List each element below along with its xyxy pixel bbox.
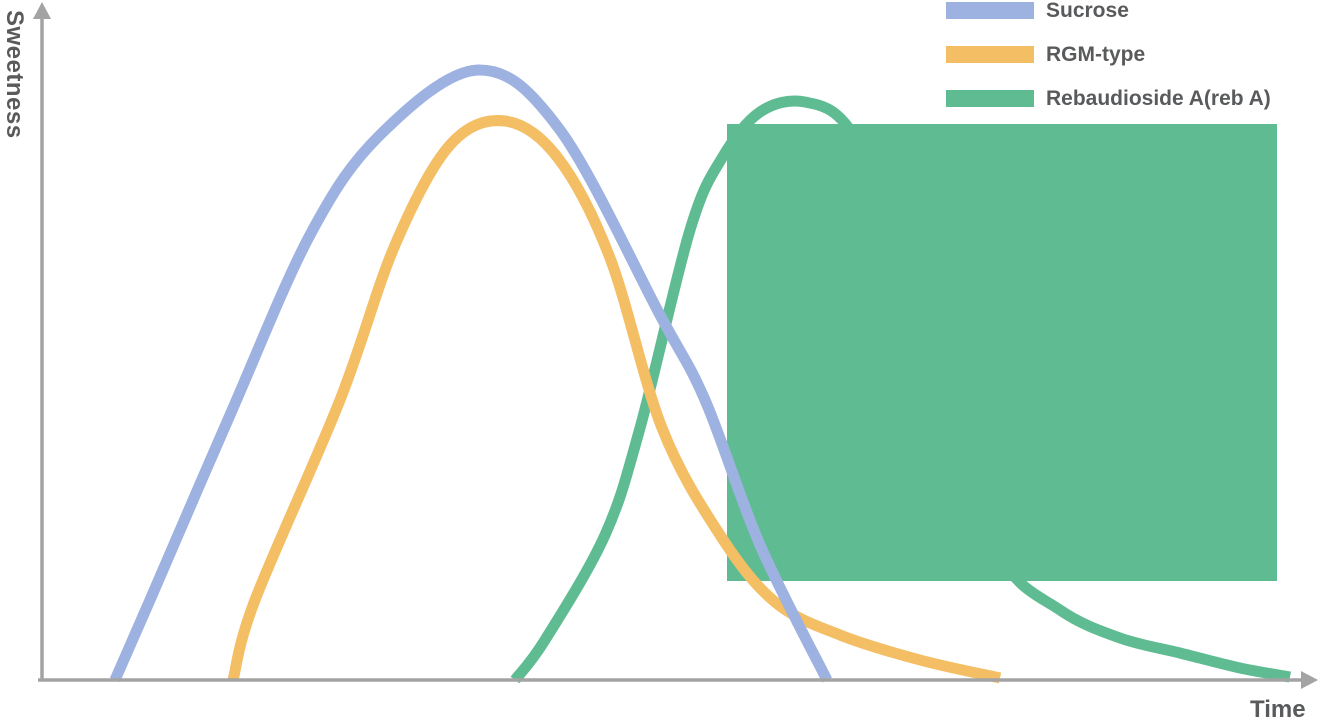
legend-label-sucrose: Sucrose bbox=[1046, 0, 1129, 22]
legend-item-rgm-type: RGM-type bbox=[946, 43, 1271, 66]
legend-swatch-rebaudioside-a bbox=[946, 90, 1034, 107]
x-axis-arrow-icon bbox=[1301, 671, 1318, 689]
legend-swatch-sucrose bbox=[946, 2, 1034, 19]
x-axis-label: Time bbox=[1250, 696, 1306, 723]
legend-item-sucrose: Sucrose bbox=[946, 0, 1271, 22]
legend-label-rgm-type: RGM-type bbox=[1046, 42, 1146, 66]
legend-swatch-rgm-type bbox=[946, 46, 1034, 63]
green-overlay-rectangle bbox=[727, 124, 1277, 581]
y-axis-arrow-icon bbox=[33, 2, 51, 19]
legend-item-rebaudioside-a: Rebaudioside A(reb A) bbox=[946, 87, 1271, 110]
y-axis-label: Sweetness bbox=[1, 10, 28, 139]
sucrose-curve bbox=[109, 64, 832, 683]
legend: Sucrose RGM-type Rebaudioside A(reb A) bbox=[946, 0, 1271, 110]
rgm-type-curve bbox=[227, 115, 1002, 684]
legend-label-rebaudioside-a: Rebaudioside A(reb A) bbox=[1046, 86, 1271, 110]
